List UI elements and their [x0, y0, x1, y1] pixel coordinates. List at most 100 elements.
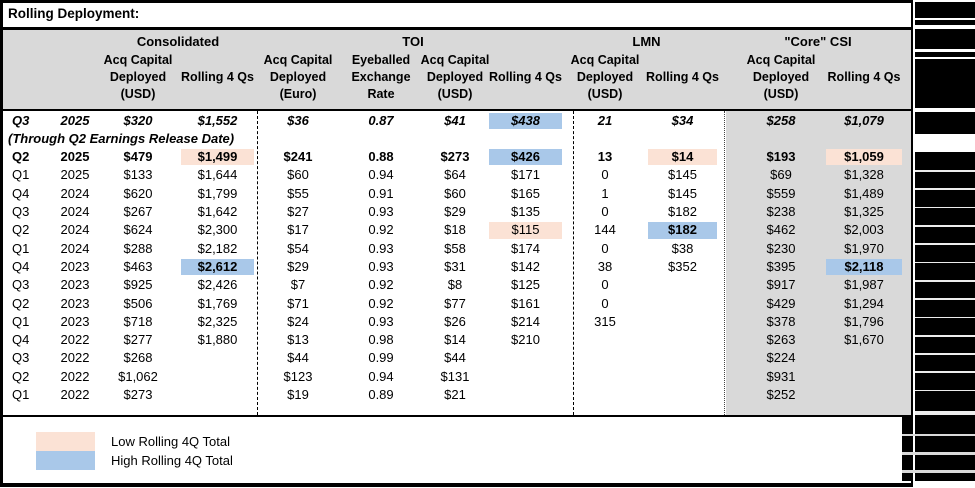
cell-toi-fx: 0.93 — [368, 204, 394, 219]
cell-cons-roll: $1,769 — [197, 295, 238, 311]
cell-q: Q1 — [12, 387, 30, 402]
cell-lmn-roll: $182 — [668, 204, 697, 219]
cell-q: Q1 — [12, 167, 30, 183]
cell-toi-usd: $41 — [444, 112, 466, 128]
cell-toi-euro: $17 — [287, 222, 309, 238]
cell-lmn-acq: 0 — [601, 240, 609, 256]
cell-toi-euro: $60 — [287, 167, 309, 183]
redaction-separator-line — [915, 353, 975, 355]
redaction-separator-line — [915, 49, 975, 52]
cell-cons-roll: $2,612 — [179, 258, 256, 276]
border-under-title — [0, 27, 913, 30]
low-highlight: $1,059 — [826, 149, 902, 166]
cell-core-acq: $378 — [766, 313, 796, 329]
cell-lmn-roll: $14 — [646, 148, 719, 166]
cell-core-roll: $1,489 — [844, 185, 884, 201]
cell-core-acq: $462 — [766, 222, 796, 238]
divider-lmn-core — [723, 111, 725, 415]
cell-core-acq: $69 — [770, 167, 792, 183]
high-highlight: $438 — [489, 112, 562, 129]
cell-core-acq: $230 — [766, 240, 796, 256]
cell-year: 2024 — [60, 185, 90, 201]
cell-toi-euro: $27 — [287, 204, 309, 219]
low-highlight: $115 — [489, 222, 562, 239]
group-header-core-csi: "Core" CSI — [784, 34, 852, 49]
cell-toi-fx: 0.89 — [368, 387, 394, 402]
cell-lmn-acq: 13 — [597, 149, 613, 165]
cell-cons-acq: $718 — [123, 313, 153, 329]
column-header-toi-euro: Acq Capital Deployed (Euro) — [251, 50, 345, 103]
cell-toi-roll: $426 — [487, 148, 564, 166]
cell-core-roll: $1,970 — [844, 240, 884, 256]
cell-toi-roll: $161 — [511, 295, 540, 311]
column-header-line: Eyeballed — [351, 53, 411, 67]
cell-q: Q1 — [12, 240, 30, 256]
cell-core-roll: $1,987 — [844, 277, 884, 293]
cell-cons-roll: $2,300 — [197, 222, 238, 238]
redacted-cells-narrow — [902, 415, 913, 481]
cell-cons-roll: $2,325 — [197, 313, 238, 329]
cell-toi-usd: $58 — [444, 240, 466, 256]
column-header-line: Exchange — [351, 70, 411, 84]
cell-toi-usd: $77 — [444, 295, 466, 311]
cell-cons-acq: $620 — [123, 185, 153, 201]
redaction-separator-line — [915, 206, 975, 209]
cell-cons-roll: $1,880 — [197, 332, 238, 348]
cell-cons-roll: $1,799 — [197, 185, 238, 201]
cell-lmn-roll: $182 — [646, 221, 719, 239]
cell-cons-acq: $925 — [123, 277, 153, 293]
column-header-line: Rolling 4 Qs — [827, 70, 901, 84]
cell-toi-euro: $55 — [287, 185, 309, 201]
cell-lmn-roll: $38 — [671, 240, 694, 256]
cell-year: 2022 — [60, 387, 90, 402]
cell-cons-acq: $506 — [123, 295, 153, 311]
cell-toi-fx: 0.94 — [368, 368, 394, 384]
cell-year: 2022 — [60, 350, 90, 366]
cell-lmn-acq: 38 — [597, 258, 613, 274]
redaction-separator-line — [915, 170, 975, 172]
column-header-lmn-acq: Acq Capital Deployed (USD) — [565, 50, 645, 103]
cell-toi-roll: $115 — [487, 221, 564, 239]
redaction-separator-line — [915, 410, 975, 415]
cell-lmn-roll: $145 — [668, 167, 697, 183]
legend-label-high: High Rolling 4Q Total — [111, 452, 233, 468]
redaction-separator-line — [915, 133, 975, 153]
redaction-separator-line — [915, 56, 975, 59]
cell-cons-roll: $1,499 — [179, 148, 256, 166]
column-header-line: Acq Capital — [420, 53, 490, 67]
cell-cons-acq: $479 — [123, 149, 153, 165]
border-top — [0, 0, 913, 3]
divider-toi-lmn — [572, 111, 574, 415]
legend-swatch-high — [36, 450, 95, 470]
cell-cons-acq: $288 — [123, 240, 153, 256]
cell-q: Q4 — [12, 185, 30, 201]
cell-toi-usd: $21 — [444, 387, 466, 402]
column-header-line: Deployed — [576, 70, 634, 84]
column-header-line: Acq Capital — [263, 53, 333, 67]
cell-q: Q1 — [12, 313, 30, 329]
cell-core-acq: $917 — [766, 277, 796, 293]
cell-toi-euro: $241 — [283, 149, 313, 165]
cell-toi-usd: $18 — [444, 222, 466, 238]
redaction-separator-line — [902, 470, 975, 473]
redaction-separator-line — [915, 279, 975, 282]
cell-lmn-acq: 0 — [601, 295, 609, 311]
cell-core-acq: $252 — [766, 387, 796, 402]
column-header-line: (Euro) — [279, 87, 317, 101]
column-header-line: (USD) — [763, 87, 799, 101]
column-header-line: Rate — [367, 87, 395, 101]
cell-core-acq: $238 — [766, 204, 796, 219]
cell-toi-roll: $438 — [487, 112, 564, 130]
cell-toi-fx: 0.92 — [368, 277, 394, 293]
cell-toi-fx: 0.93 — [368, 240, 394, 256]
cell-toi-euro: $29 — [287, 258, 309, 274]
border-under-header — [0, 108, 913, 112]
cell-core-roll: $1,325 — [844, 204, 884, 219]
cell-toi-roll: $135 — [511, 204, 540, 219]
page-title: Rolling Deployment: — [8, 6, 140, 21]
cell-q: Q3 — [12, 112, 30, 128]
column-header-core-acq: Acq Capital Deployed (USD) — [724, 50, 838, 103]
cell-core-acq: $395 — [766, 258, 796, 274]
cell-q: Q2 — [12, 149, 30, 165]
cell-cons-roll: $2,426 — [197, 277, 238, 293]
